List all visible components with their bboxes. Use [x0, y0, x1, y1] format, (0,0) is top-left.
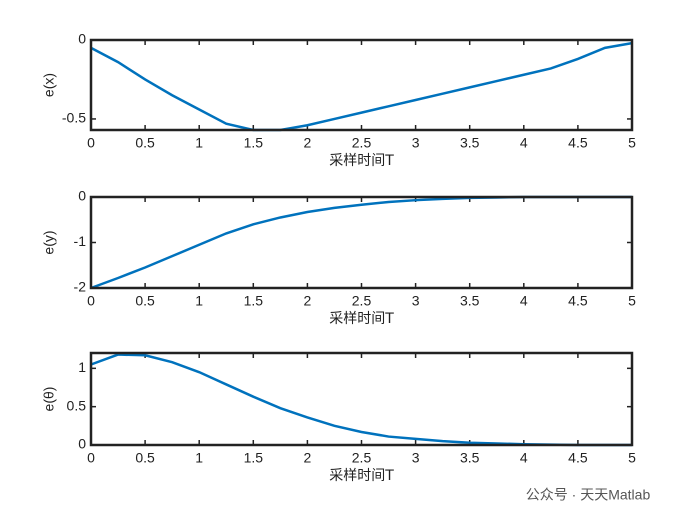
x-tick-label: 0.5	[135, 450, 155, 466]
axes-box	[89, 351, 634, 447]
x-axis-label: 采样时间T	[329, 153, 394, 169]
x-tick-label: 4.5	[568, 135, 588, 151]
x-tick-label: 3.5	[460, 135, 480, 151]
y-tick-label: 0.5	[67, 397, 87, 413]
x-tick-label: 2.5	[352, 450, 372, 466]
y-tick-label: 0	[78, 436, 86, 452]
x-tick-label: 0.5	[135, 135, 155, 151]
x-axis-label: 采样时间T	[329, 311, 394, 327]
y-axis-label: e(y)	[41, 230, 57, 254]
x-tick-label: 0.5	[135, 293, 155, 309]
x-tick-label: 4.5	[568, 450, 588, 466]
x-tick-label: 3.5	[460, 450, 480, 466]
y-tick-label: 1	[78, 359, 86, 375]
y-axis-label: e(θ)	[41, 387, 57, 412]
x-tick-label: 5	[628, 135, 636, 151]
x-tick-label: 2	[304, 293, 312, 309]
x-tick-label: 2.5	[352, 293, 372, 309]
axes-background	[91, 353, 632, 445]
x-tick-label: 1.5	[244, 293, 264, 309]
axes-background	[91, 40, 632, 130]
axes-background	[91, 197, 632, 288]
x-tick-label: 2	[304, 450, 312, 466]
x-tick-label: 5	[628, 293, 636, 309]
x-tick-label: 1	[195, 135, 203, 151]
axes-box	[89, 38, 634, 132]
y-tick-label: -0.5	[62, 110, 86, 126]
x-tick-label: 3	[412, 135, 420, 151]
x-tick-label: 4.5	[568, 293, 588, 309]
watermark: 公众号 · 天天Matlab	[526, 487, 651, 503]
x-tick-label: 2	[304, 135, 312, 151]
x-tick-label: 3.5	[460, 293, 480, 309]
y-tick-label: -1	[74, 233, 87, 249]
y-tick-label: 0	[78, 31, 86, 47]
x-tick-label: 3	[412, 450, 420, 466]
x-tick-label: 1.5	[244, 135, 264, 151]
data-line	[90, 41, 633, 132]
x-tick-label: 2.5	[352, 135, 372, 151]
x-tick-label: 5	[628, 450, 636, 466]
x-tick-label: 4	[520, 450, 528, 466]
x-tick-label: 4	[520, 135, 528, 151]
x-tick-label: 0	[87, 135, 95, 151]
y-tick-label: 0	[78, 188, 86, 204]
axes-box	[89, 195, 634, 290]
y-axis-label: e(x)	[41, 73, 57, 97]
x-tick-label: 1	[195, 450, 203, 466]
x-tick-label: 4	[520, 293, 528, 309]
x-tick-label: 0	[87, 450, 95, 466]
x-tick-label: 1	[195, 293, 203, 309]
y-tick-label: -2	[74, 279, 87, 295]
x-tick-label: 0	[87, 293, 95, 309]
x-axis-label: 采样时间T	[329, 468, 394, 484]
x-tick-label: 3	[412, 293, 420, 309]
x-tick-label: 1.5	[244, 450, 264, 466]
